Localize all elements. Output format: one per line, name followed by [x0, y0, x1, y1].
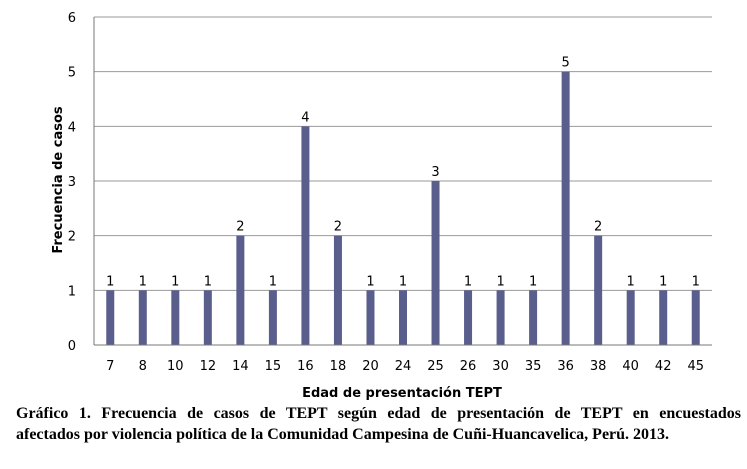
x-tick-label: 12 [200, 359, 217, 374]
x-tick-label: 25 [427, 359, 444, 374]
x-tick-label: 18 [330, 359, 347, 374]
y-tick-label: 2 [68, 230, 76, 245]
data-label: 1 [106, 274, 114, 289]
y-tick-label: 4 [68, 120, 76, 135]
x-tick-label: 20 [362, 359, 379, 374]
data-label: 4 [301, 110, 309, 125]
data-label: 1 [139, 274, 147, 289]
x-tick-label: 10 [167, 359, 184, 374]
bar [626, 290, 635, 345]
caption-line-2: afectados por violencia política de la C… [16, 426, 670, 443]
figure-caption: Gráfico 1. Frecuencia de casos de TEPT s… [16, 403, 741, 445]
x-tick-label: 16 [297, 359, 314, 374]
y-tick-label: 0 [68, 339, 76, 354]
x-tick-label: 45 [687, 359, 704, 374]
bar [496, 290, 505, 345]
data-label: 1 [496, 274, 504, 289]
bar [203, 290, 212, 345]
y-axis-ticks: 0 1 2 3 4 5 6 [68, 11, 76, 354]
bar [659, 290, 668, 345]
data-label: 1 [399, 274, 407, 289]
x-tick-label: 30 [492, 359, 509, 374]
y-tick-label: 1 [68, 284, 76, 299]
bar [561, 71, 570, 346]
bar [594, 235, 603, 345]
bar [691, 290, 700, 345]
x-tick-label: 36 [557, 359, 574, 374]
bar [106, 290, 115, 345]
data-label: 1 [464, 274, 472, 289]
x-tick-label: 40 [622, 359, 639, 374]
y-axis-title: Frecuencia de casos [51, 106, 66, 254]
bar [399, 290, 407, 345]
bar [236, 235, 245, 345]
data-labels: 1 1 1 1 2 1 4 2 1 1 3 1 1 1 5 2 1 1 1 [106, 56, 700, 290]
data-label: 1 [204, 274, 212, 289]
gridlines [94, 16, 712, 291]
data-label: 1 [659, 274, 667, 289]
bar [431, 181, 440, 345]
data-label: 2 [594, 220, 602, 235]
data-label: 1 [171, 274, 179, 289]
x-tick-label: 35 [525, 359, 542, 374]
x-tick-label: 26 [460, 359, 477, 374]
bar [268, 290, 277, 345]
bar [529, 290, 538, 345]
x-axis-title: Edad de presentación TEPT [302, 386, 502, 400]
x-tick-label: 8 [139, 359, 147, 374]
x-tick-label: 15 [265, 359, 282, 374]
bar [333, 235, 342, 345]
bar [138, 290, 147, 345]
data-label: 1 [269, 274, 277, 289]
bars [106, 71, 700, 346]
data-label: 5 [561, 56, 569, 71]
bar [366, 290, 375, 345]
x-tick-label: 14 [232, 359, 249, 374]
data-label: 1 [692, 274, 700, 289]
x-tick-label: 38 [590, 359, 607, 374]
data-label: 2 [236, 220, 244, 235]
y-tick-label: 5 [68, 66, 76, 81]
data-label: 2 [334, 220, 342, 235]
bar [301, 126, 310, 345]
x-axis-ticks: 7 8 10 12 14 15 16 18 20 24 25 26 30 35 36 38 40 42 45 [106, 359, 704, 374]
caption-line-1: Gráfico 1. Frecuencia de casos de TEPT s… [16, 405, 741, 422]
data-label: 1 [627, 274, 635, 289]
data-label: 3 [431, 165, 439, 180]
bar [464, 290, 473, 345]
y-tick-label: 3 [68, 175, 76, 190]
data-label: 1 [529, 274, 537, 289]
data-label: 1 [366, 274, 374, 289]
x-tick-label: 7 [106, 359, 114, 374]
x-tick-label: 24 [395, 359, 412, 374]
bar [171, 290, 180, 345]
x-tick-label: 42 [655, 359, 672, 374]
y-tick-label: 6 [68, 11, 76, 26]
